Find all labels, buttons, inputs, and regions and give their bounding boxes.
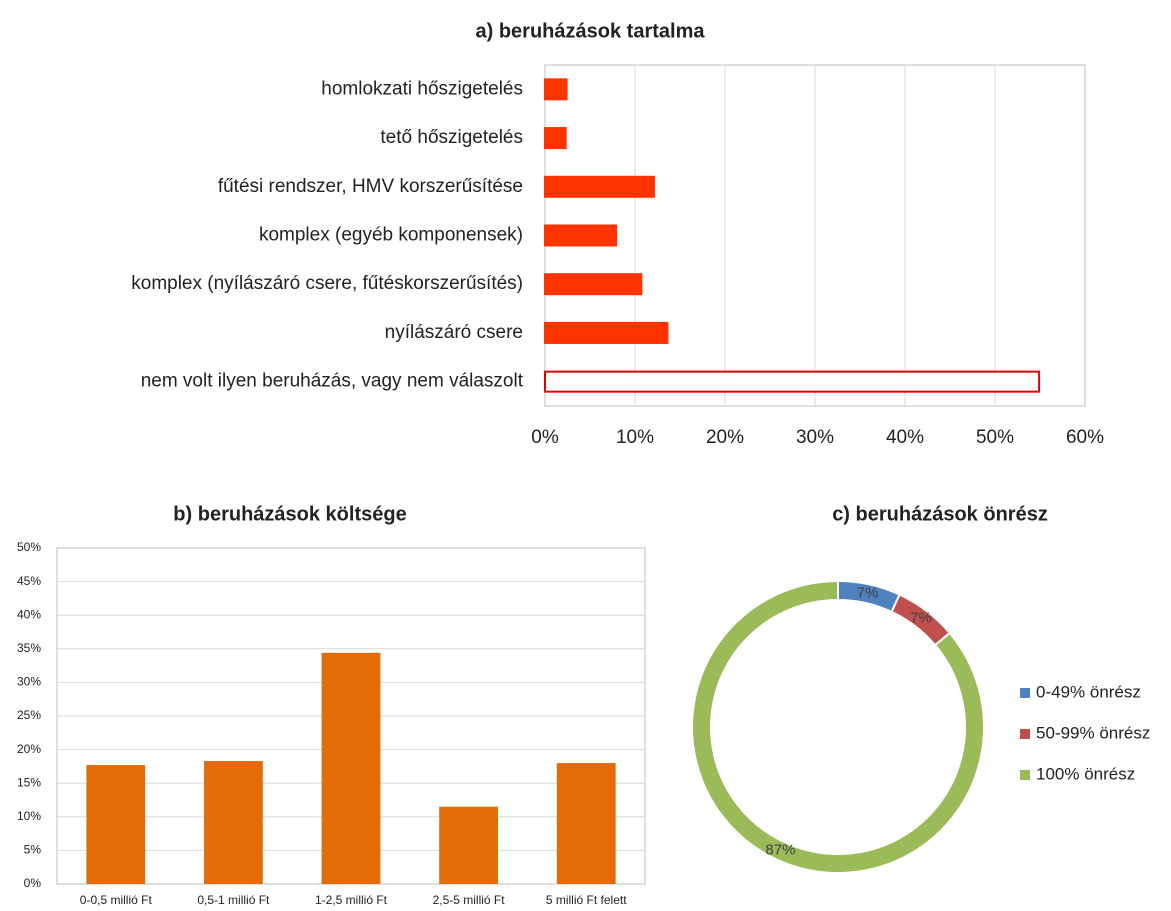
legend-label: 100% önrész <box>1036 764 1135 783</box>
y-tick-label: fűtési rendszer, HMV korszerűsítése <box>218 176 523 197</box>
y-tick-label: 5% <box>24 843 42 857</box>
x-tick-label: 40% <box>886 427 924 448</box>
y-tick-label: 0% <box>24 876 42 890</box>
bar <box>544 78 568 101</box>
legend-swatch <box>1020 770 1030 780</box>
bar <box>321 652 381 884</box>
x-tick-label: 10% <box>616 427 654 448</box>
data-label: 7% <box>910 610 932 627</box>
legend-swatch <box>1020 688 1030 698</box>
y-tick-label: 45% <box>17 574 41 588</box>
y-tick-label: 35% <box>17 641 41 655</box>
bar <box>544 224 618 247</box>
x-tick-label: 20% <box>706 427 744 448</box>
x-tick-label: 30% <box>796 427 834 448</box>
y-tick-label: komplex (nyílászáró csere, fűtéskorszerű… <box>131 273 523 294</box>
x-tick-label: 5 millió Ft felett <box>546 893 627 907</box>
donut-segment <box>691 579 985 874</box>
y-tick-label: 25% <box>17 708 41 722</box>
legend-label: 50-99% önrész <box>1036 723 1150 742</box>
y-tick-label: 30% <box>17 675 41 689</box>
bar <box>556 763 616 884</box>
legend-swatch <box>1020 729 1030 739</box>
y-tick-label: homlokzati hőszigetelés <box>321 78 523 99</box>
y-tick-label: 50% <box>17 540 41 554</box>
y-tick-label: nyílászáró csere <box>385 322 523 343</box>
x-tick-label: 0-0,5 millió Ft <box>80 893 153 907</box>
y-tick-label: 40% <box>17 607 41 621</box>
y-tick-label: tető hőszigetelés <box>380 127 523 148</box>
y-tick-label: komplex (egyéb komponensek) <box>259 225 523 246</box>
x-tick-label: 0,5-1 millió Ft <box>197 893 270 907</box>
legend-label: 0-49% önrész <box>1036 682 1141 701</box>
bar <box>204 761 263 884</box>
x-tick-label: 0% <box>531 427 559 448</box>
y-tick-label: 20% <box>17 742 41 756</box>
x-tick-label: 2,5-5 millió Ft <box>433 893 506 907</box>
x-tick-label: 1-2,5 millió Ft <box>315 893 388 907</box>
y-tick-label: 10% <box>17 809 41 823</box>
chart-title: c) beruházások önrész <box>832 503 1048 525</box>
y-tick-label: 15% <box>17 775 41 789</box>
data-label: 7% <box>857 585 879 602</box>
bar <box>544 370 1041 393</box>
y-tick-label: nem volt ilyen beruházás, vagy nem válas… <box>141 371 524 392</box>
data-label: 87% <box>765 842 795 859</box>
bar <box>439 806 498 884</box>
bar <box>544 321 669 344</box>
bar <box>544 127 567 150</box>
bar <box>544 273 643 296</box>
x-tick-label: 50% <box>976 427 1014 448</box>
x-tick-label: 60% <box>1066 427 1104 448</box>
bar <box>544 175 655 198</box>
chart-title: b) beruházások költsége <box>173 503 406 525</box>
bar <box>86 765 146 884</box>
chart-title: a) beruházások tartalma <box>476 20 706 42</box>
